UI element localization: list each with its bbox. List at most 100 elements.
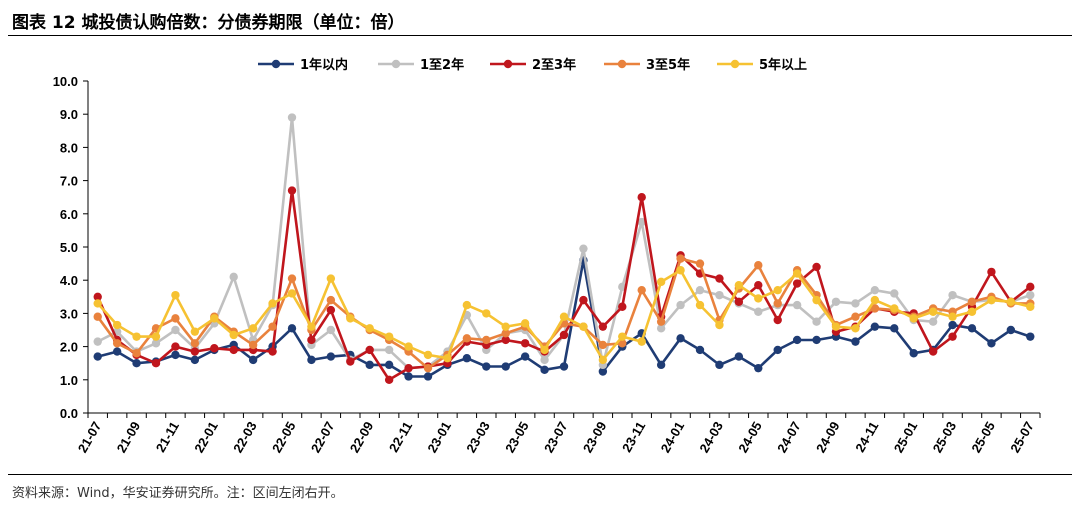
data-point bbox=[618, 339, 627, 348]
data-point bbox=[851, 299, 860, 308]
x-tick-label: 24-05 bbox=[735, 419, 765, 455]
data-point bbox=[851, 324, 860, 333]
data-point bbox=[715, 290, 724, 300]
data-point bbox=[656, 317, 666, 326]
data-point bbox=[443, 354, 452, 363]
data-point bbox=[909, 349, 918, 358]
data-point bbox=[948, 320, 957, 330]
data-point bbox=[812, 262, 821, 272]
y-tick-label: 0.0 bbox=[60, 406, 78, 421]
legend-item: 1年以内 bbox=[258, 57, 348, 73]
data-point bbox=[812, 295, 821, 305]
data-point bbox=[520, 319, 530, 328]
data-point bbox=[268, 347, 277, 356]
y-tick-label: 3.0 bbox=[60, 306, 78, 321]
x-tick-label: 25-03 bbox=[930, 419, 960, 455]
data-point bbox=[210, 314, 219, 323]
x-tick-label: 24-07 bbox=[774, 419, 804, 455]
x-tick-label: 25-05 bbox=[968, 419, 998, 455]
data-point bbox=[423, 350, 433, 360]
data-point bbox=[851, 312, 860, 321]
data-point bbox=[423, 372, 433, 381]
data-point bbox=[171, 314, 180, 323]
data-point bbox=[1006, 297, 1016, 306]
data-point bbox=[501, 322, 510, 331]
data-point bbox=[307, 322, 316, 331]
data-point bbox=[171, 342, 180, 351]
data-point bbox=[734, 297, 744, 306]
data-point bbox=[773, 299, 782, 308]
data-point bbox=[190, 355, 200, 365]
data-point bbox=[248, 340, 258, 350]
data-point bbox=[754, 294, 763, 303]
data-point bbox=[1026, 332, 1035, 341]
x-tick-label: 23-05 bbox=[502, 419, 532, 455]
x-tick-label: 22-09 bbox=[347, 419, 377, 455]
data-point bbox=[579, 244, 588, 253]
data-point bbox=[579, 322, 588, 331]
x-tick-label: 23-09 bbox=[580, 419, 610, 455]
legend-label: 1至2年 bbox=[420, 57, 464, 73]
data-point bbox=[695, 345, 705, 355]
data-point bbox=[190, 347, 200, 356]
data-point bbox=[112, 320, 122, 330]
data-point bbox=[1026, 302, 1035, 311]
x-tick-label: 24-01 bbox=[658, 419, 688, 455]
data-point bbox=[171, 325, 180, 335]
data-point bbox=[598, 367, 608, 376]
data-point bbox=[326, 295, 336, 305]
x-tick-label: 24-09 bbox=[813, 419, 843, 455]
data-point bbox=[151, 332, 161, 341]
data-point bbox=[326, 352, 336, 361]
y-tick-label: 10.0 bbox=[53, 74, 78, 89]
data-point bbox=[248, 355, 258, 365]
data-point bbox=[792, 300, 802, 310]
x-tick-label: 22-05 bbox=[269, 419, 299, 455]
data-point bbox=[637, 337, 646, 346]
data-point bbox=[151, 339, 161, 348]
data-point bbox=[870, 304, 880, 313]
legend-label: 2至3年 bbox=[532, 57, 576, 73]
data-point bbox=[948, 290, 957, 300]
data-point bbox=[676, 300, 685, 310]
data-point bbox=[501, 335, 510, 345]
data-point bbox=[812, 335, 821, 345]
data-point bbox=[287, 324, 297, 333]
data-point bbox=[346, 357, 355, 366]
y-tick-label: 5.0 bbox=[60, 240, 78, 255]
legend-label: 1年以内 bbox=[300, 57, 348, 73]
data-point bbox=[754, 261, 763, 270]
data-point bbox=[210, 344, 219, 353]
data-point bbox=[482, 309, 491, 318]
y-tick-label: 4.0 bbox=[60, 273, 78, 288]
data-point bbox=[870, 295, 880, 305]
legend-swatch-marker bbox=[503, 59, 513, 69]
data-point bbox=[987, 295, 996, 305]
data-point bbox=[287, 186, 297, 195]
data-point bbox=[695, 300, 705, 310]
legend-item: 2至3年 bbox=[490, 57, 576, 73]
data-point bbox=[890, 289, 899, 298]
data-point bbox=[754, 363, 763, 373]
data-point bbox=[326, 325, 336, 335]
data-point bbox=[540, 355, 549, 365]
data-point bbox=[909, 314, 918, 323]
data-point bbox=[656, 360, 666, 370]
data-point bbox=[579, 295, 588, 305]
y-tick-label: 8.0 bbox=[60, 140, 78, 155]
footer-divider bbox=[8, 474, 1072, 475]
data-point bbox=[307, 335, 316, 345]
data-point bbox=[132, 359, 141, 368]
data-point bbox=[715, 320, 724, 330]
data-point bbox=[520, 352, 530, 361]
x-tick-label: 24-03 bbox=[696, 419, 726, 455]
data-point bbox=[928, 347, 938, 356]
legend-swatch-marker bbox=[617, 59, 627, 69]
data-point bbox=[93, 312, 102, 321]
data-point bbox=[326, 274, 336, 283]
data-point bbox=[384, 360, 394, 370]
x-tick-label: 23-03 bbox=[463, 419, 493, 455]
data-point bbox=[229, 330, 238, 340]
data-point bbox=[792, 279, 802, 288]
